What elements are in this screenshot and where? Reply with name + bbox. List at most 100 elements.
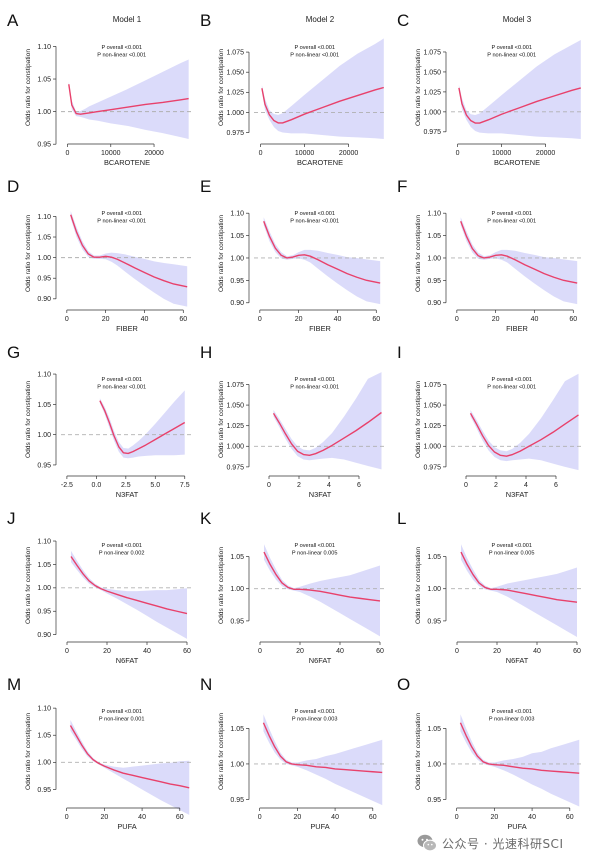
y-tick-label: 1.10 (37, 371, 51, 378)
x-axis-label: FIBER (506, 324, 528, 333)
x-tick-label: 6 (357, 482, 361, 489)
y-tick-label: 1.00 (37, 255, 51, 262)
panel-b: B Model 2 0.975 1.000 1.025 1.050 1.075 0 10000 2… (196, 8, 396, 178)
panel-m: M 0.95 1.00 1.05 1.10 0 20 40 60 PUFA Odds ratio f… (3, 672, 203, 842)
chart-svg-j: J 0.90 0.95 1.00 1.05 1.10 0 20 40 60 N6FAT Odds ra… (7, 509, 193, 665)
y-tick-label: 0.95 (230, 618, 244, 625)
x-axis-label: PUFA (310, 822, 329, 831)
p-nonlinear-annotation: P non-linear <0.001 (487, 53, 536, 59)
panel-letter: O (397, 675, 410, 694)
y-tick-label: 1.000 (423, 444, 441, 451)
odds-ratio-curve (262, 722, 383, 774)
odds-ratio-curve (469, 412, 579, 457)
p-overall-annotation: P overall <0.001 (101, 211, 141, 217)
y-tick-label: 1.075 (423, 49, 441, 56)
x-axis-label: PUFA (507, 822, 526, 831)
chart-svg-g: G 0.95 1.00 1.05 1.10 -2.5 0.0 2.5 5.0 7.5 N3FAT Od… (7, 343, 193, 499)
p-nonlinear-annotation: P non-linear <0.001 (290, 219, 339, 225)
chart-svg-e: E 0.90 0.95 1.00 1.05 1.10 0 20 40 60 FIBER Odds ra… (200, 177, 386, 333)
p-nonlinear-annotation: P non-linear 0.005 (292, 551, 338, 557)
y-tick-label: 0.95 (37, 609, 51, 616)
x-tick-label: 20000 (339, 150, 359, 157)
confidence-band (273, 372, 382, 470)
x-tick-label: 40 (531, 316, 539, 323)
p-overall-annotation: P overall <0.001 (294, 45, 334, 51)
chart-svg-c: C Model 3 0.975 1.000 1.025 1.050 1.075 0 10000 2… (397, 11, 583, 167)
x-axis-label: FIBER (116, 324, 138, 333)
y-axis-label: Odds ratio for constipation (218, 713, 225, 790)
x-tick-label: 0 (258, 814, 262, 821)
y-tick-label: 1.05 (427, 726, 441, 733)
p-overall-annotation: P overall <0.001 (101, 709, 141, 715)
odds-ratio-curve (68, 84, 189, 115)
x-tick-label: 20 (490, 814, 498, 821)
odds-ratio-curve (272, 411, 382, 457)
x-tick-label: 40 (336, 648, 344, 655)
confidence-band (264, 544, 380, 637)
odds-ratio-curve (99, 400, 186, 455)
model-title: Model 2 (306, 15, 335, 24)
odds-ratio-curve (261, 86, 384, 124)
x-tick-label: 60 (573, 648, 581, 655)
panel-n: N 0.95 1.00 1.05 0 20 40 60 PUFA Odds ratio for c… (196, 672, 396, 842)
y-tick-label: 1.00 (230, 255, 244, 262)
x-axis-label: N3FAT (506, 490, 529, 499)
confidence-band (70, 720, 190, 815)
y-tick-label: 0.95 (37, 276, 51, 283)
p-overall-annotation: P overall <0.001 (101, 377, 141, 383)
panel-letter: M (7, 675, 21, 694)
x-axis-label: N3FAT (116, 490, 139, 499)
p-nonlinear-annotation: P non-linear <0.001 (290, 385, 339, 391)
y-tick-label: 1.10 (427, 211, 441, 218)
y-tick-label: 1.025 (423, 423, 441, 430)
x-tick-label: 40 (143, 648, 151, 655)
x-tick-label: 0.0 (91, 482, 101, 489)
y-tick-label: 0.90 (37, 296, 51, 303)
x-tick-label: 7.5 (180, 482, 190, 489)
chart-svg-k: K 0.95 1.00 1.05 0 20 40 60 N6FAT Odds ratio for … (200, 509, 386, 665)
x-tick-label: 60 (179, 316, 187, 323)
p-overall-annotation: P overall <0.001 (294, 377, 334, 383)
y-tick-label: 0.95 (427, 278, 441, 285)
p-nonlinear-annotation: P non-linear 0.001 (99, 717, 145, 723)
confidence-band (263, 217, 381, 305)
model-title: Model 3 (503, 15, 532, 24)
x-tick-label: 0 (65, 648, 69, 655)
panel-c: C Model 3 0.975 1.000 1.025 1.050 1.075 0 10000 2… (393, 8, 593, 178)
chart-svg-m: M 0.95 1.00 1.05 1.10 0 20 40 60 PUFA Odds ratio f… (7, 675, 193, 831)
y-axis-label: Odds ratio for constipation (415, 49, 422, 126)
y-tick-label: 1.00 (427, 255, 441, 262)
y-tick-label: 1.00 (37, 432, 51, 439)
confidence-band (71, 550, 187, 639)
x-tick-label: 4 (524, 482, 528, 489)
y-tick-label: 1.05 (37, 562, 51, 569)
p-nonlinear-annotation: P non-linear <0.001 (97, 53, 146, 59)
y-tick-label: 1.10 (37, 538, 51, 545)
panel-j: J 0.90 0.95 1.00 1.05 1.10 0 20 40 60 N6FAT Odds ra… (3, 506, 203, 676)
y-tick-label: 1.050 (423, 402, 441, 409)
panel-letter: B (200, 11, 211, 30)
x-tick-label: 60 (369, 814, 377, 821)
p-overall-annotation: P overall <0.001 (294, 211, 334, 217)
x-tick-label: 20000 (536, 150, 556, 157)
y-tick-label: 0.95 (427, 797, 441, 804)
odds-ratio-curve (263, 551, 381, 602)
y-tick-label: 1.075 (423, 382, 441, 389)
chart-svg-f: F 0.90 0.95 1.00 1.05 1.10 0 20 40 60 FIBER Odds ra… (397, 177, 583, 333)
x-tick-label: 60 (176, 814, 184, 821)
confidence-band (70, 211, 188, 307)
p-nonlinear-annotation: P non-linear <0.001 (487, 219, 536, 225)
x-tick-label: 6 (554, 482, 558, 489)
model-title: Model 1 (113, 15, 142, 24)
y-tick-label: 1.00 (230, 761, 244, 768)
y-tick-label: 1.05 (427, 554, 441, 561)
x-tick-label: 2 (494, 482, 498, 489)
x-axis-label: BCAROTENE (297, 158, 343, 167)
odds-ratio-curve (263, 221, 381, 284)
y-tick-label: 1.00 (427, 761, 441, 768)
y-tick-label: 0.90 (37, 632, 51, 639)
y-tick-label: 0.95 (37, 787, 51, 794)
panel-i: I 0.975 1.000 1.025 1.050 1.075 0 2 4 6 N3FAT Odds … (393, 340, 593, 510)
y-axis-label: Odds ratio for constipation (25, 215, 32, 292)
